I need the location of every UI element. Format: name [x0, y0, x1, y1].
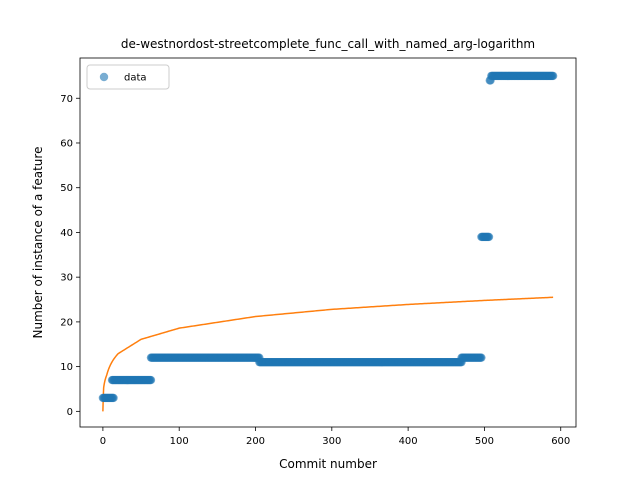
- data-point: [477, 353, 486, 362]
- x-tick-label: 400: [399, 436, 418, 447]
- data-point: [146, 375, 156, 385]
- y-tick-label: 60: [60, 138, 73, 149]
- y-axis-ticks: 0 10 20 30 40 50 60 70: [60, 94, 80, 418]
- legend: data: [86, 64, 170, 90]
- y-tick-label: 10: [60, 362, 73, 373]
- x-tick-label: 300: [322, 436, 341, 447]
- legend-label: data: [124, 73, 147, 84]
- data-point: [548, 71, 558, 81]
- fit-curve: [102, 296, 554, 412]
- x-axis-label: Commit number: [279, 457, 377, 471]
- plot-area: [98, 71, 558, 412]
- y-axis-label: Number of instance of a feature: [31, 147, 45, 339]
- x-tick-label: 100: [170, 436, 189, 447]
- data-point: [109, 393, 118, 403]
- y-tick-label: 70: [60, 94, 73, 105]
- y-tick-label: 40: [60, 228, 73, 239]
- y-tick-label: 0: [67, 407, 73, 418]
- chart-title: de-westnordost-streetcomplete_func_call_…: [121, 37, 535, 51]
- data-point: [484, 232, 494, 242]
- y-tick-label: 50: [60, 183, 73, 194]
- fit-layer: [102, 296, 554, 412]
- x-tick-label: 500: [475, 436, 494, 447]
- x-tick-label: 0: [100, 436, 106, 447]
- x-tick-label: 200: [246, 436, 265, 447]
- axes-frame: [79, 57, 577, 428]
- x-tick-label: 600: [551, 436, 570, 447]
- legend-box: [86, 64, 170, 90]
- scatter-points: [98, 71, 558, 403]
- y-tick-label: 20: [60, 317, 73, 328]
- y-tick-label: 30: [60, 273, 73, 284]
- x-axis-ticks: 0 100 200 300 400 500 600: [100, 427, 570, 447]
- legend-marker: [99, 72, 109, 82]
